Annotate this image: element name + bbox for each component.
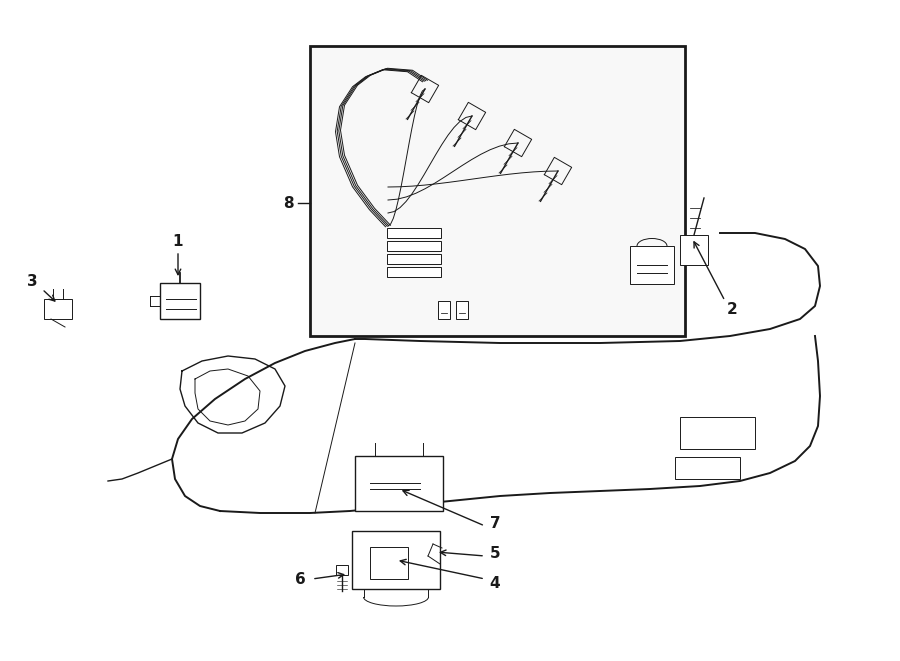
- Bar: [387, 228, 441, 238]
- Text: 5: 5: [490, 545, 500, 561]
- Bar: [160, 283, 200, 319]
- Text: 4: 4: [490, 576, 500, 590]
- Text: 3: 3: [27, 274, 37, 288]
- Bar: [387, 241, 441, 251]
- Bar: [387, 267, 441, 277]
- Bar: [336, 565, 348, 575]
- Bar: [387, 254, 441, 264]
- Bar: [370, 547, 408, 579]
- Text: 2: 2: [726, 301, 737, 317]
- Bar: [355, 456, 443, 511]
- Text: 1: 1: [173, 233, 184, 249]
- Text: 6: 6: [294, 572, 305, 586]
- Text: 7: 7: [490, 516, 500, 531]
- Bar: [438, 301, 450, 319]
- Text: 8: 8: [283, 196, 293, 210]
- Bar: [680, 417, 755, 449]
- Bar: [352, 531, 440, 589]
- Bar: [680, 235, 708, 265]
- Bar: [310, 46, 685, 336]
- Bar: [630, 246, 674, 284]
- Bar: [456, 301, 468, 319]
- Bar: [675, 457, 740, 479]
- Bar: [44, 299, 72, 319]
